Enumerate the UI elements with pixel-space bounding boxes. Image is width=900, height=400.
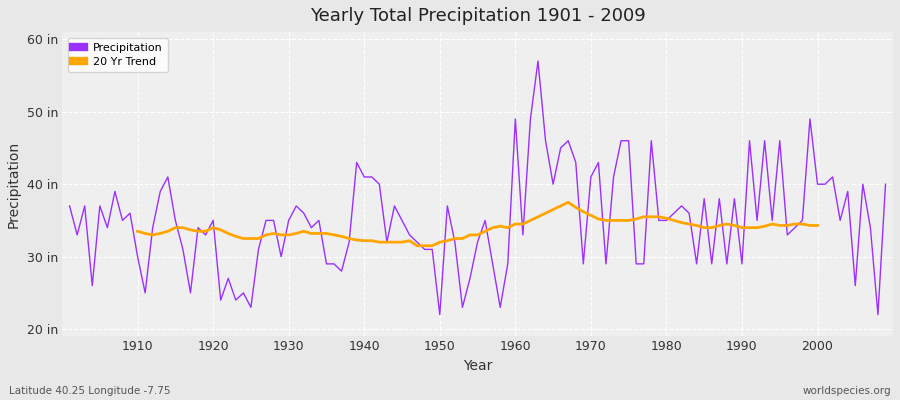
Legend: Precipitation, 20 Yr Trend: Precipitation, 20 Yr Trend [68,38,168,72]
20 Yr Trend [533,214,544,219]
Precipitation [64,204,75,208]
Line: Precipitation: Precipitation [69,61,886,314]
Precipitation [616,138,626,143]
Precipitation [337,269,347,274]
20 Yr Trend [215,228,226,232]
Y-axis label: Precipitation: Precipitation [7,141,21,228]
Precipitation [124,211,135,216]
Precipitation [435,312,446,317]
Precipitation [533,59,544,64]
20 Yr Trend [291,231,302,236]
20 Yr Trend [722,222,733,226]
20 Yr Trend [411,243,422,248]
Line: 20 Yr Trend: 20 Yr Trend [138,202,817,246]
20 Yr Trend [812,223,823,228]
20 Yr Trend [805,223,815,228]
Precipitation [510,116,521,121]
Precipitation [880,182,891,186]
20 Yr Trend [306,231,317,236]
Text: Latitude 40.25 Longitude -7.75: Latitude 40.25 Longitude -7.75 [9,386,170,396]
X-axis label: Year: Year [463,359,492,373]
20 Yr Trend [132,229,143,234]
Text: worldspecies.org: worldspecies.org [803,386,891,396]
Precipitation [518,232,528,237]
Title: Yearly Total Precipitation 1901 - 2009: Yearly Total Precipitation 1901 - 2009 [310,7,645,25]
Precipitation [291,204,302,208]
20 Yr Trend [562,200,573,205]
